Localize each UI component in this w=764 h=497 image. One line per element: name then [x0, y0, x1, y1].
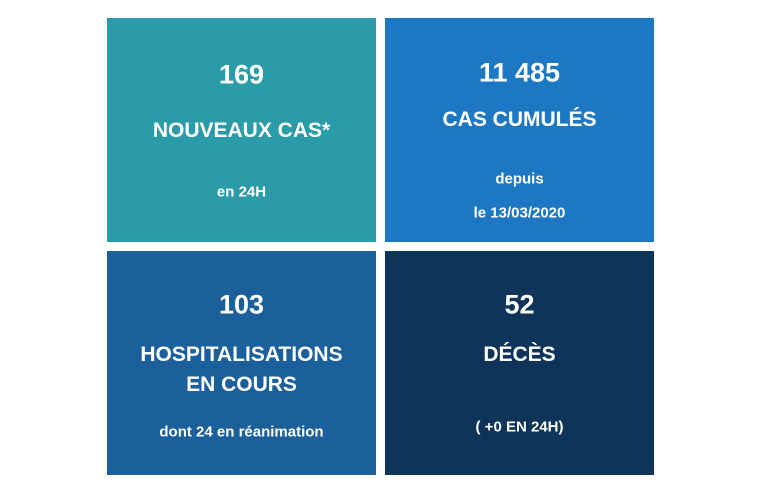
hospitalisations-tile: 103 HOSPITALISATIONS EN COURS dont 24 en…	[107, 251, 376, 475]
new-cases-tile: 169 NOUVEAUX CAS* en 24H	[107, 18, 376, 242]
hospitalisations-value: 103	[218, 289, 265, 320]
hospitalisations-title-2: EN COURS	[186, 373, 297, 396]
deaths-value: 52	[504, 289, 535, 320]
cumulative-cases-title: CAS CUMULÉS	[442, 108, 597, 131]
new-cases-value: 169	[218, 59, 265, 90]
hospitalisations-title: HOSPITALISATIONS	[140, 343, 343, 366]
hospitalisations-subtitle: dont 24 en réanimation	[159, 423, 324, 441]
deaths-tile: 52 DÉCÈS ( +0 EN 24H)	[385, 251, 654, 475]
cumulative-cases-tile: 11 485 CAS CUMULÉS depuis le 13/03/2020	[385, 18, 654, 242]
deaths-title: DÉCÈS	[483, 343, 556, 366]
new-cases-subtitle: en 24H	[216, 183, 267, 201]
cumulative-cases-since: depuis	[495, 170, 544, 188]
deaths-subtitle: ( +0 EN 24H)	[475, 418, 564, 436]
cumulative-cases-date: le 13/03/2020	[473, 204, 566, 222]
cumulative-cases-value: 11 485	[478, 57, 561, 88]
new-cases-title: NOUVEAUX CAS*	[152, 119, 331, 142]
